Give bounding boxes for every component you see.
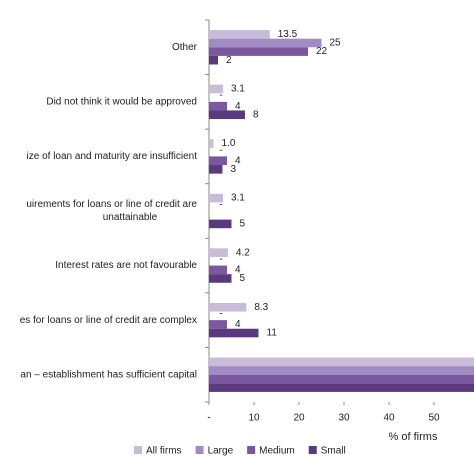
bar xyxy=(209,366,474,375)
legend-label: Large xyxy=(208,446,234,457)
bar xyxy=(209,38,322,48)
bar xyxy=(209,30,270,39)
bar xyxy=(209,193,223,203)
value-label: 3.1 xyxy=(231,193,245,204)
value-label: - xyxy=(219,145,222,156)
category-label: Did not think it would be approved xyxy=(46,96,197,107)
legend-label: Medium xyxy=(259,446,295,457)
value-label: 5 xyxy=(240,273,246,284)
value-label: 3.1 xyxy=(231,84,245,95)
bar xyxy=(209,302,247,312)
bar xyxy=(209,357,474,367)
value-label: 4 xyxy=(235,319,241,330)
legend-swatch xyxy=(195,446,204,454)
value-label: 2 xyxy=(226,55,232,66)
x-axis-title: % of firms xyxy=(389,431,438,443)
category-label: ize of loan and maturity are insufficien… xyxy=(27,151,198,162)
bar xyxy=(209,156,227,166)
bar xyxy=(209,328,259,338)
category-label: Other xyxy=(172,42,198,53)
legend-swatch xyxy=(134,446,142,454)
legend-label: All firms xyxy=(146,446,182,457)
value-label: 4 xyxy=(235,101,241,112)
bar xyxy=(209,219,232,229)
bar xyxy=(209,165,223,174)
bar xyxy=(209,265,227,275)
value-label: 11 xyxy=(267,328,278,339)
bar xyxy=(209,47,308,56)
value-label: 13.5 xyxy=(278,29,298,40)
bar xyxy=(209,139,214,148)
bar xyxy=(209,274,232,283)
value-label: 22 xyxy=(316,46,328,57)
value-label: 25 xyxy=(330,38,342,49)
value-label: 5 xyxy=(240,219,246,230)
bar xyxy=(209,248,228,257)
legend-swatch xyxy=(308,446,317,454)
value-label: 4 xyxy=(235,155,241,166)
bar xyxy=(209,374,474,384)
value-label: 4.2 xyxy=(236,247,250,258)
bar xyxy=(209,55,218,65)
x-tick-label: 20 xyxy=(293,413,305,424)
category-label: an – establishment has sufficient capita… xyxy=(20,369,197,380)
legend-label: Small xyxy=(321,446,346,457)
value-label: - xyxy=(219,199,222,210)
value-label: - xyxy=(219,90,222,101)
category-label: Interest rates are not favourable xyxy=(55,260,197,271)
value-label: 8.3 xyxy=(254,302,268,313)
bar xyxy=(209,110,245,120)
bar xyxy=(209,320,227,329)
value-label: - xyxy=(219,254,222,265)
value-label: 8 xyxy=(253,109,259,120)
value-label: 1.0 xyxy=(222,138,236,149)
value-label: 3 xyxy=(231,164,237,175)
category-label: unattainable xyxy=(103,212,158,223)
bar xyxy=(209,84,223,94)
legend-swatch xyxy=(247,446,256,454)
category-label: uirements for loans or line of credit ar… xyxy=(26,199,197,210)
x-tick-label: 50 xyxy=(428,413,440,424)
x-tick-label: 10 xyxy=(248,413,260,424)
value-label: 4 xyxy=(235,265,241,276)
category-label: es for loans or line of credit are compl… xyxy=(20,315,197,326)
value-label: - xyxy=(219,308,222,319)
x-tick-label: 30 xyxy=(338,413,350,424)
x-tick-label: 40 xyxy=(383,413,395,424)
x-tick-label: - xyxy=(207,413,210,424)
bar xyxy=(209,101,227,111)
bar xyxy=(209,383,474,392)
